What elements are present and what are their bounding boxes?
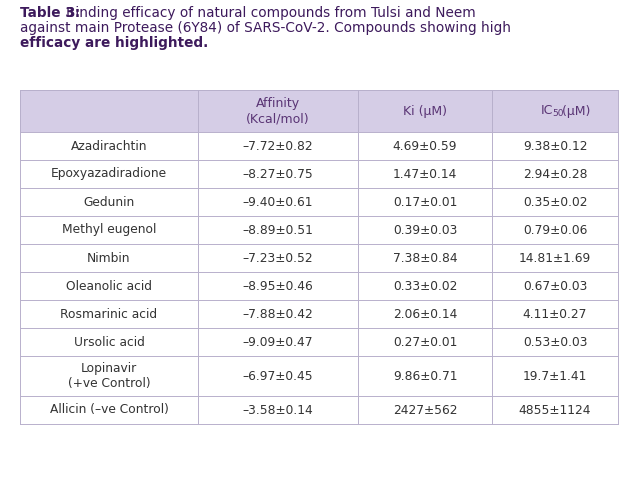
Text: 9.38±0.12: 9.38±0.12 (523, 140, 588, 153)
Text: Allicin (–ve Control): Allicin (–ve Control) (49, 404, 168, 417)
Text: 0.17±0.01: 0.17±0.01 (393, 195, 457, 208)
Text: Ki (μM): Ki (μM) (403, 105, 447, 118)
Text: –7.72±0.82: –7.72±0.82 (243, 140, 314, 153)
Text: 19.7±1.41: 19.7±1.41 (523, 370, 587, 383)
Text: 4.69±0.59: 4.69±0.59 (393, 140, 457, 153)
Text: –7.23±0.52: –7.23±0.52 (243, 252, 314, 264)
Text: –8.89±0.51: –8.89±0.51 (243, 224, 314, 237)
Text: –3.58±0.14: –3.58±0.14 (243, 404, 314, 417)
Text: Lopinavir
(+ve Control): Lopinavir (+ve Control) (68, 362, 150, 390)
Text: –8.27±0.75: –8.27±0.75 (243, 168, 314, 180)
Text: Methyl eugenol: Methyl eugenol (62, 224, 156, 237)
Bar (20, 244, 618, 272)
Text: Rosmarinic acid: Rosmarinic acid (60, 308, 157, 321)
Text: –9.09±0.47: –9.09±0.47 (243, 336, 313, 348)
Text: Affinity
(Kcal/mol): Affinity (Kcal/mol) (246, 97, 310, 125)
Text: –9.40±0.61: –9.40±0.61 (243, 195, 313, 208)
Text: Table 3:: Table 3: (20, 6, 85, 20)
Text: 0.53±0.03: 0.53±0.03 (523, 336, 588, 348)
Text: 1.47±0.14: 1.47±0.14 (393, 168, 457, 180)
Text: 2.94±0.28: 2.94±0.28 (523, 168, 588, 180)
Text: Epoxyazadiradione: Epoxyazadiradione (51, 168, 167, 180)
Text: 14.81±1.69: 14.81±1.69 (519, 252, 591, 264)
Text: Azadirachtin: Azadirachtin (71, 140, 147, 153)
Text: Oleanolic acid: Oleanolic acid (66, 279, 152, 292)
Bar (20, 272, 618, 300)
Text: –7.88±0.42: –7.88±0.42 (243, 308, 314, 321)
Text: 4855±1124: 4855±1124 (519, 404, 591, 417)
Text: 0.39±0.03: 0.39±0.03 (393, 224, 457, 237)
Text: 2.06±0.14: 2.06±0.14 (393, 308, 457, 321)
Text: –8.95±0.46: –8.95±0.46 (243, 279, 314, 292)
Text: efficacy are highlighted.: efficacy are highlighted. (20, 36, 208, 50)
Text: Ursolic acid: Ursolic acid (74, 336, 145, 348)
Bar (20, 188, 618, 216)
Text: Binding efficacy of natural compounds from Tulsi and Neem: Binding efficacy of natural compounds fr… (66, 6, 476, 20)
Bar (20, 300, 618, 328)
Bar (20, 216, 618, 244)
Text: against main Protease (6Y84) of SARS-CoV-2. Compounds showing high: against main Protease (6Y84) of SARS-CoV… (20, 21, 511, 35)
Text: 0.79±0.06: 0.79±0.06 (523, 224, 587, 237)
Text: 50: 50 (552, 109, 563, 118)
Text: –6.97±0.45: –6.97±0.45 (243, 370, 314, 383)
Text: 0.33±0.02: 0.33±0.02 (393, 279, 457, 292)
Text: 7.38±0.84: 7.38±0.84 (393, 252, 458, 264)
Text: IC: IC (541, 105, 554, 118)
Text: 2427±562: 2427±562 (393, 404, 457, 417)
Bar (20, 328, 618, 356)
Text: (μM): (μM) (558, 105, 590, 118)
Text: Nimbin: Nimbin (87, 252, 131, 264)
Bar (20, 90, 618, 424)
Text: 0.35±0.02: 0.35±0.02 (523, 195, 588, 208)
Text: 9.86±0.71: 9.86±0.71 (393, 370, 457, 383)
Text: Gedunin: Gedunin (83, 195, 134, 208)
Text: 4.11±0.27: 4.11±0.27 (523, 308, 587, 321)
Bar (20, 160, 618, 188)
Bar (20, 90, 618, 132)
Bar (20, 356, 618, 396)
Text: 0.27±0.01: 0.27±0.01 (393, 336, 457, 348)
Bar (20, 132, 618, 160)
Bar (20, 396, 618, 424)
Text: 0.67±0.03: 0.67±0.03 (523, 279, 587, 292)
